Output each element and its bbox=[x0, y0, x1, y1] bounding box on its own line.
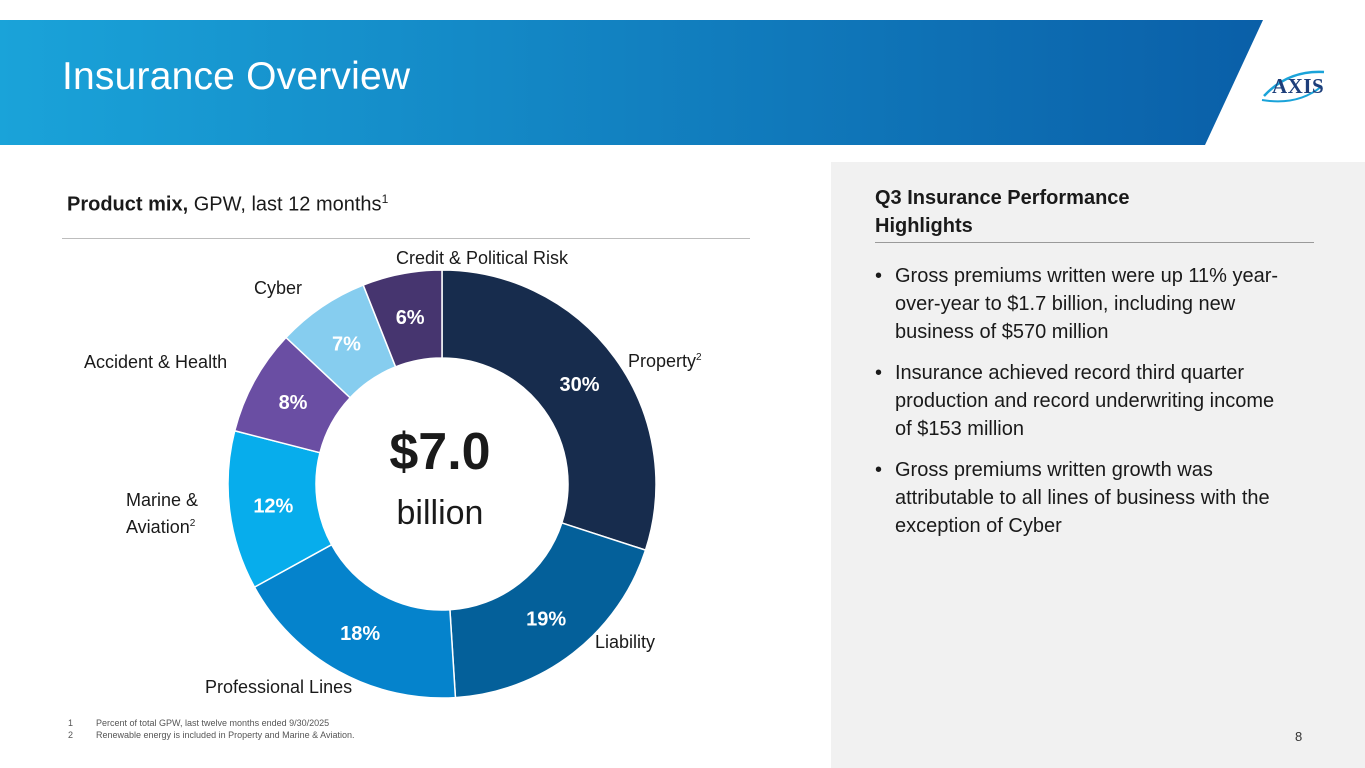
slice-value-label: 7% bbox=[332, 333, 361, 355]
chart-heading-bold: Product mix, bbox=[67, 193, 189, 216]
donut-chart: 30% 19% 18% 12% 8% 7% 6% bbox=[227, 269, 657, 699]
page-title: Insurance Overview bbox=[62, 55, 411, 98]
banner-shape bbox=[0, 20, 1263, 145]
label-property: Property2 bbox=[628, 351, 702, 371]
label-professional-lines: Professional Lines bbox=[205, 677, 353, 697]
slice-value-label: 30% bbox=[560, 374, 600, 396]
bullet-icon: • bbox=[875, 459, 883, 481]
center-total-unit: billion bbox=[396, 494, 484, 532]
highlights-list: • Gross premiums written were up 11% year… bbox=[875, 262, 1295, 553]
chart-heading: Product mix, GPW, last 12 months1 bbox=[67, 192, 388, 217]
axis-logo-icon bbox=[1261, 70, 1325, 103]
center-total-value: $7.0 bbox=[389, 423, 491, 481]
bullet-icon: • bbox=[875, 362, 883, 384]
panel-divider bbox=[875, 242, 1314, 243]
label-accident-health: Accident & Health bbox=[84, 352, 228, 372]
panel-title: Q3 Insurance Performance Highlights bbox=[875, 187, 1130, 237]
header-banner bbox=[0, 20, 1365, 145]
bullet-icon: • bbox=[875, 265, 883, 287]
slice-value-label: 12% bbox=[253, 495, 293, 517]
bullet-text: Gross premiums written growth was attrib… bbox=[895, 459, 1270, 537]
chart-heading-sup: 1 bbox=[381, 192, 389, 206]
page-number: 8 bbox=[1295, 729, 1303, 744]
slice-credit-political-risk bbox=[362, 269, 443, 368]
slice-value-label: 6% bbox=[396, 307, 425, 329]
slice-value-label: 19% bbox=[526, 608, 566, 630]
slice-value-label: 18% bbox=[340, 623, 380, 645]
label-liability: Liability bbox=[595, 632, 656, 652]
label-credit-political-risk: Credit & Political Risk bbox=[396, 248, 569, 268]
bullet-text: Insurance achieved record third quarter … bbox=[895, 362, 1275, 440]
slice-property bbox=[441, 269, 657, 552]
bullet-text: Gross premiums written were up 11% year-… bbox=[895, 265, 1279, 343]
logo-text: AXIS bbox=[1272, 74, 1325, 98]
list-item: • Insurance achieved record third quarter… bbox=[875, 359, 1295, 443]
list-item: • Gross premiums written were up 11% year… bbox=[875, 262, 1295, 346]
label-cyber: Cyber bbox=[254, 278, 303, 298]
slice-value-label: 8% bbox=[279, 392, 308, 414]
heading-divider bbox=[62, 238, 750, 239]
footnote: 2 Renewable energy is included in Propert… bbox=[68, 730, 355, 740]
footnote: 1 Percent of total GPW, last twelve month… bbox=[68, 718, 330, 728]
chart-heading-rest: GPW, last 12 months bbox=[188, 193, 382, 216]
highlights-panel bbox=[831, 162, 1365, 768]
list-item: • Gross premiums written growth was attri… bbox=[875, 456, 1295, 540]
label-marine-aviation: Marine & Aviation2 bbox=[126, 490, 199, 537]
